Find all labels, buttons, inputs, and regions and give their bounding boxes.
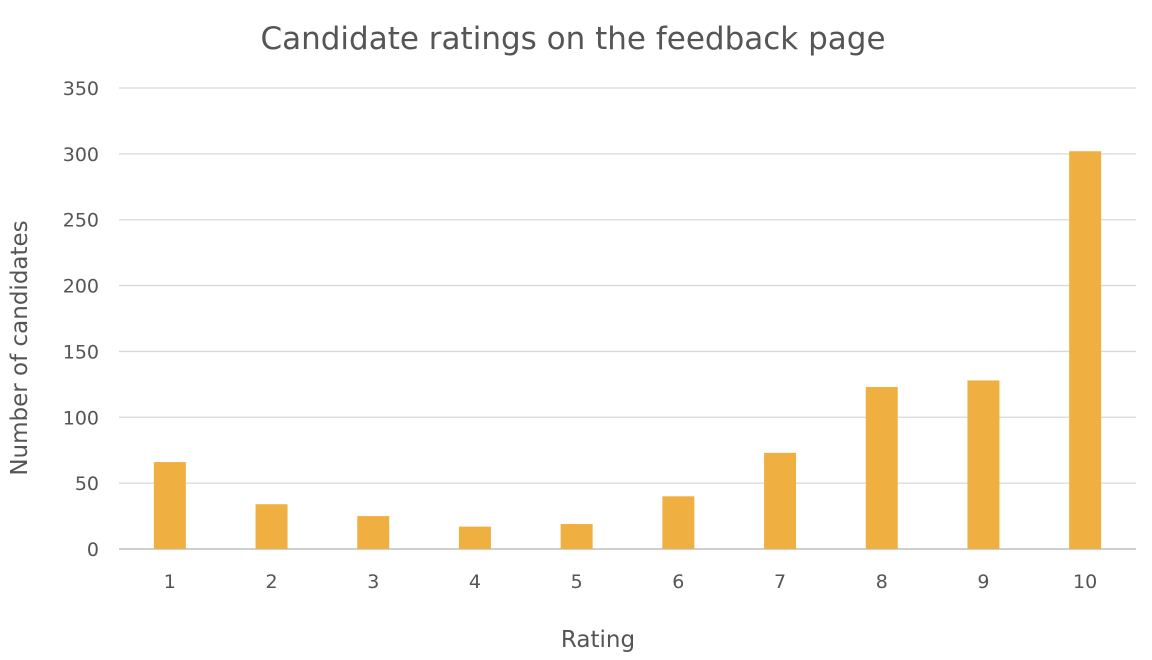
y-tick-label: 300 <box>63 144 99 166</box>
bar-rating-8 <box>865 386 898 549</box>
y-axis-label: Number of candidates <box>7 220 33 475</box>
x-tick-label: 8 <box>876 571 888 593</box>
bars <box>153 151 1102 550</box>
y-tick-label: 200 <box>63 276 99 298</box>
x-tick-label: 5 <box>571 571 583 593</box>
x-tick-label: 6 <box>672 571 684 593</box>
y-tick-label: 250 <box>63 210 99 232</box>
bar-rating-3 <box>357 516 390 549</box>
x-tick-label: 10 <box>1073 571 1097 593</box>
x-axis-ticks: 1 2 3 4 5 6 7 8 9 10 <box>164 571 1097 593</box>
bar-rating-9 <box>967 380 1000 549</box>
bar-rating-5 <box>560 523 593 549</box>
gridlines <box>119 87 1136 550</box>
x-tick-label: 1 <box>164 571 176 593</box>
x-tick-label: 3 <box>367 571 379 593</box>
bar-rating-10 <box>1069 151 1102 550</box>
x-tick-label: 4 <box>469 571 481 593</box>
bar-rating-1 <box>153 462 186 549</box>
y-tick-label: 150 <box>63 341 99 363</box>
x-tick-label: 9 <box>977 571 989 593</box>
bar-rating-4 <box>458 526 491 549</box>
bar-rating-7 <box>764 452 797 549</box>
y-axis-ticks: 0 50 100 150 200 250 300 350 <box>63 78 99 561</box>
y-tick-label: 350 <box>63 78 99 100</box>
x-tick-label: 2 <box>266 571 278 593</box>
bar-rating-6 <box>662 496 695 549</box>
x-axis-label: Rating <box>561 627 635 653</box>
bar-rating-2 <box>255 504 288 549</box>
y-tick-label: 50 <box>75 473 99 495</box>
y-tick-label: 100 <box>63 407 99 429</box>
x-tick-label: 7 <box>774 571 786 593</box>
chart-title: Candidate ratings on the feedback page <box>260 21 885 57</box>
y-tick-label: 0 <box>87 539 99 561</box>
